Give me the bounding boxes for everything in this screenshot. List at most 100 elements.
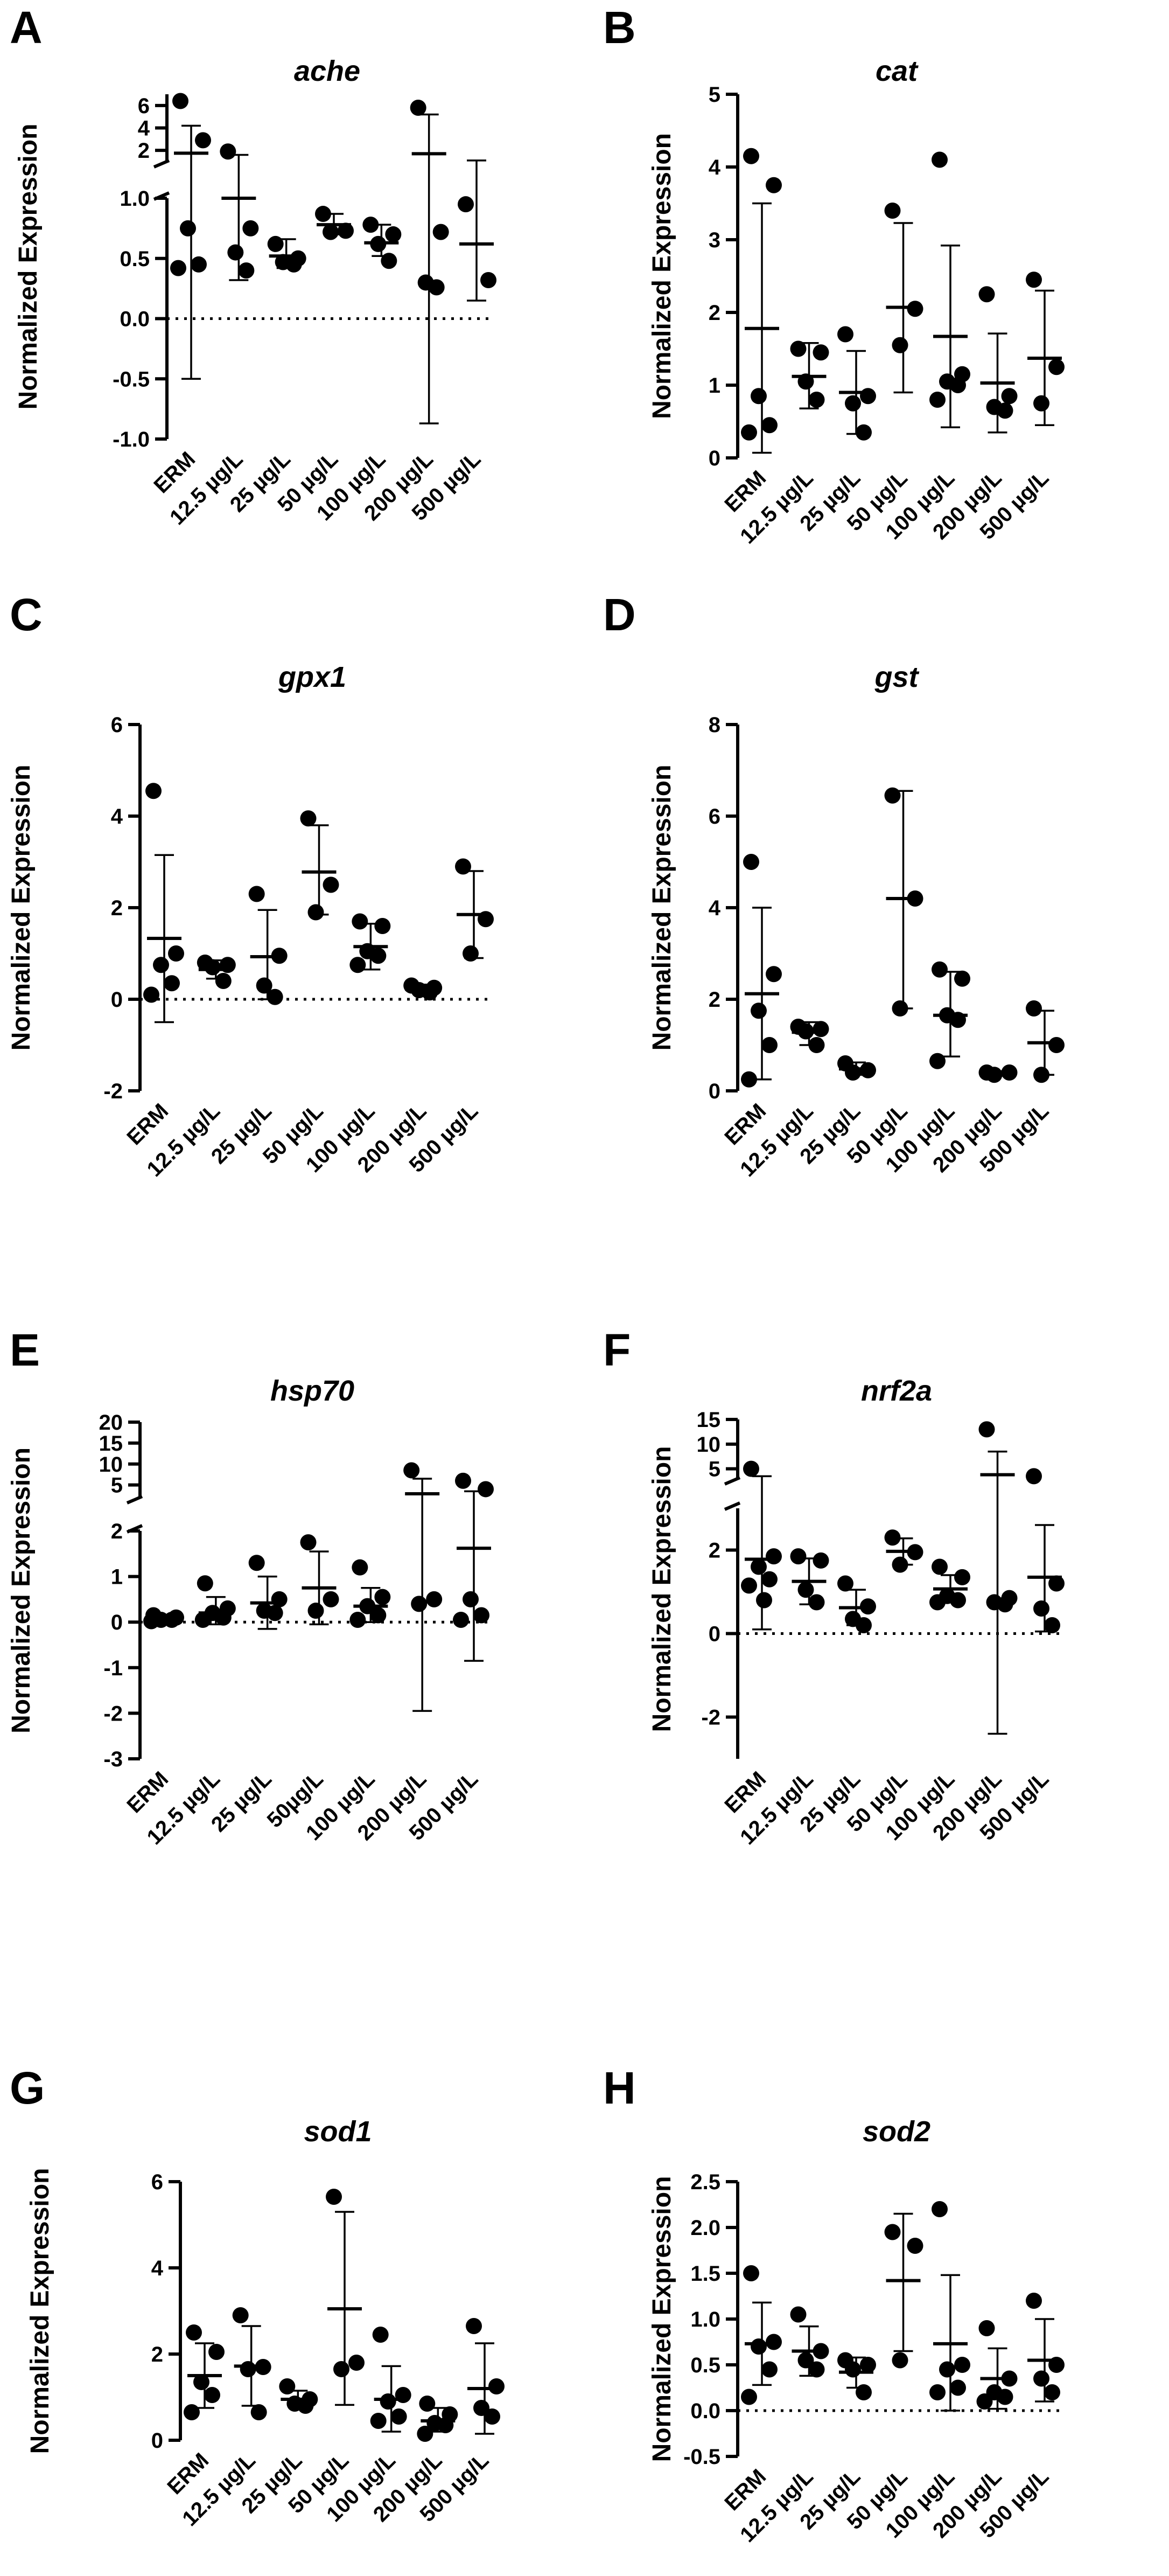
data-point <box>845 1064 861 1081</box>
data-point <box>741 1071 757 1088</box>
panel-title: ache <box>294 55 360 87</box>
y-tick-label: -0.5 <box>113 367 150 391</box>
data-group-5 <box>403 1462 443 1712</box>
y-tick-label: 2 <box>709 988 720 1012</box>
data-group-1 <box>790 340 829 409</box>
y-tick-label: 2.5 <box>690 2170 720 2194</box>
data-group-0 <box>741 148 782 454</box>
data-point <box>1001 388 1018 405</box>
data-point <box>323 876 339 893</box>
y-tick-label: 2 <box>111 896 123 920</box>
panel-title: sod1 <box>304 2115 372 2148</box>
data-group-3 <box>884 2212 923 2369</box>
data-point <box>950 1592 966 1609</box>
data-point <box>215 1609 232 1626</box>
data-point <box>195 132 211 149</box>
data-point <box>372 2327 389 2343</box>
y-axis-label: Normalized Expression <box>648 2176 676 2462</box>
data-point <box>285 256 302 273</box>
data-point <box>860 388 876 405</box>
data-point <box>892 1000 908 1017</box>
data-point <box>488 2378 505 2394</box>
data-point <box>1044 1617 1060 1633</box>
data-point <box>932 151 948 168</box>
y-tick-label: 0 <box>709 1623 720 1646</box>
data-group-0 <box>741 854 782 1088</box>
data-point <box>417 2426 433 2442</box>
data-point <box>954 970 970 987</box>
axis-break-mark <box>724 1476 741 1486</box>
data-point <box>813 1552 829 1569</box>
data-point <box>238 262 255 279</box>
data-point <box>978 2320 995 2336</box>
data-point <box>143 1613 159 1630</box>
data-point <box>323 224 339 240</box>
data-point <box>232 2307 249 2323</box>
y-tick-label: 5 <box>709 83 720 107</box>
data-point <box>267 988 283 1005</box>
y-tick-label: 1.0 <box>690 2308 720 2331</box>
data-group-5 <box>410 100 449 424</box>
y-tick-label: 10 <box>697 1433 721 1457</box>
y-tick-label: 2 <box>709 301 720 325</box>
data-point <box>473 2400 489 2416</box>
data-point <box>422 984 438 1001</box>
y-axis-label: Normalized Expression <box>7 765 36 1051</box>
data-point <box>808 392 825 408</box>
data-group-5 <box>403 977 443 1001</box>
data-point <box>359 1598 376 1614</box>
data-point <box>856 2384 872 2400</box>
data-point <box>1048 359 1065 375</box>
data-point <box>929 2384 946 2400</box>
data-point <box>410 100 426 116</box>
data-point <box>466 2318 482 2334</box>
data-group-6 <box>455 858 494 962</box>
data-group-6 <box>1026 271 1065 426</box>
data-point <box>845 2361 861 2378</box>
data-group-5 <box>976 2320 1018 2410</box>
data-point <box>766 966 782 983</box>
panel-letter: H <box>603 2063 636 2113</box>
data-group-4 <box>929 1558 970 1611</box>
y-tick-label: 0.5 <box>120 247 150 271</box>
axis-break-mark <box>126 1495 143 1505</box>
data-point <box>1001 2370 1018 2387</box>
data-point <box>790 1548 807 1565</box>
data-point <box>761 1571 778 1588</box>
data-point <box>380 2393 396 2410</box>
axis-break-mark <box>153 159 170 169</box>
data-point <box>426 1591 443 1607</box>
y-axis-label: Normalized Expression <box>14 124 43 410</box>
data-point <box>932 1558 948 1575</box>
data-point <box>808 1594 825 1611</box>
y-tick-label: 8 <box>709 713 720 737</box>
data-point <box>352 1559 368 1576</box>
data-point <box>1033 2370 1049 2387</box>
data-point <box>997 2389 1013 2405</box>
y-tick-label: -3 <box>103 1747 123 1771</box>
data-point <box>929 1053 946 1069</box>
y-tick-label: 0 <box>111 1611 123 1634</box>
data-point <box>997 1596 1013 1613</box>
data-group-1 <box>232 2307 271 2420</box>
data-point <box>333 2361 349 2377</box>
data-point <box>227 244 244 261</box>
data-point <box>352 913 368 930</box>
data-point <box>1033 395 1049 412</box>
data-group-2 <box>279 2378 318 2414</box>
data-group-6 <box>458 159 496 302</box>
y-tick-label: 3 <box>709 228 720 252</box>
panel-title: nrf2a <box>861 1375 932 1407</box>
y-tick-label: 1.5 <box>690 2262 720 2286</box>
data-point <box>978 286 995 303</box>
data-point <box>797 373 814 390</box>
data-point <box>463 1591 479 1607</box>
y-tick-label: -2 <box>701 1706 720 1730</box>
data-point <box>338 222 354 239</box>
y-tick-label: 1 <box>111 1565 123 1589</box>
data-point <box>256 977 272 994</box>
y-tick-label: 6 <box>138 94 150 118</box>
y-tick-label: 2 <box>111 1520 123 1543</box>
